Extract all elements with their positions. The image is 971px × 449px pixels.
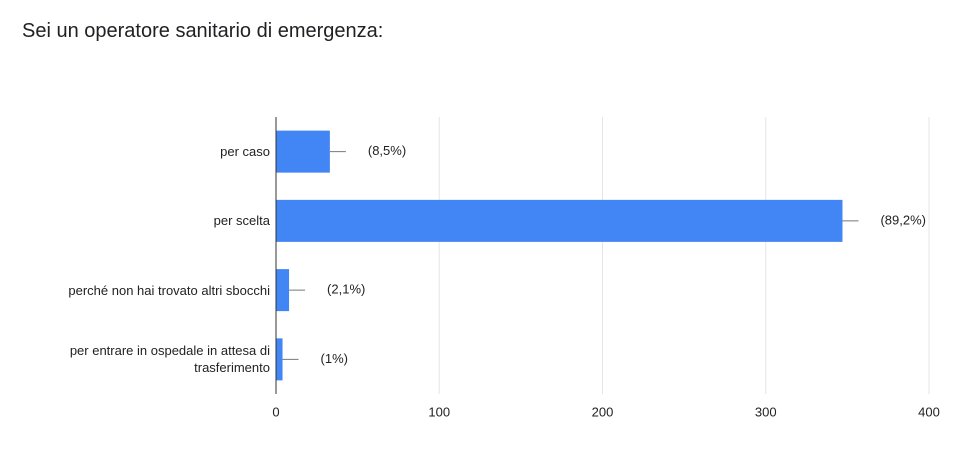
x-tick-label: 300 (755, 404, 777, 419)
bar (276, 130, 330, 173)
y-tick-label: per entrare in ospedale in attesa di tra… (69, 343, 270, 376)
y-tick-label: per caso (220, 144, 270, 160)
x-tick-label: 0 (272, 404, 279, 419)
bar (276, 199, 843, 242)
y-tick-label: per scelta (213, 213, 270, 229)
x-tick-label: 100 (428, 404, 450, 419)
bar (276, 269, 290, 312)
share-label: (2,1%) (327, 282, 365, 297)
x-tick-label: 400 (918, 404, 940, 419)
chart-title: Sei un operatore sanitario di emergenza: (22, 20, 384, 42)
share-label: (1%) (321, 351, 348, 366)
x-tick-label: 200 (592, 404, 614, 419)
share-label: (89,2%) (880, 212, 926, 227)
y-tick-label: perché non hai trovato altri sbocchi (68, 282, 270, 298)
share-label: (8,5%) (368, 143, 406, 158)
bar (276, 338, 283, 381)
